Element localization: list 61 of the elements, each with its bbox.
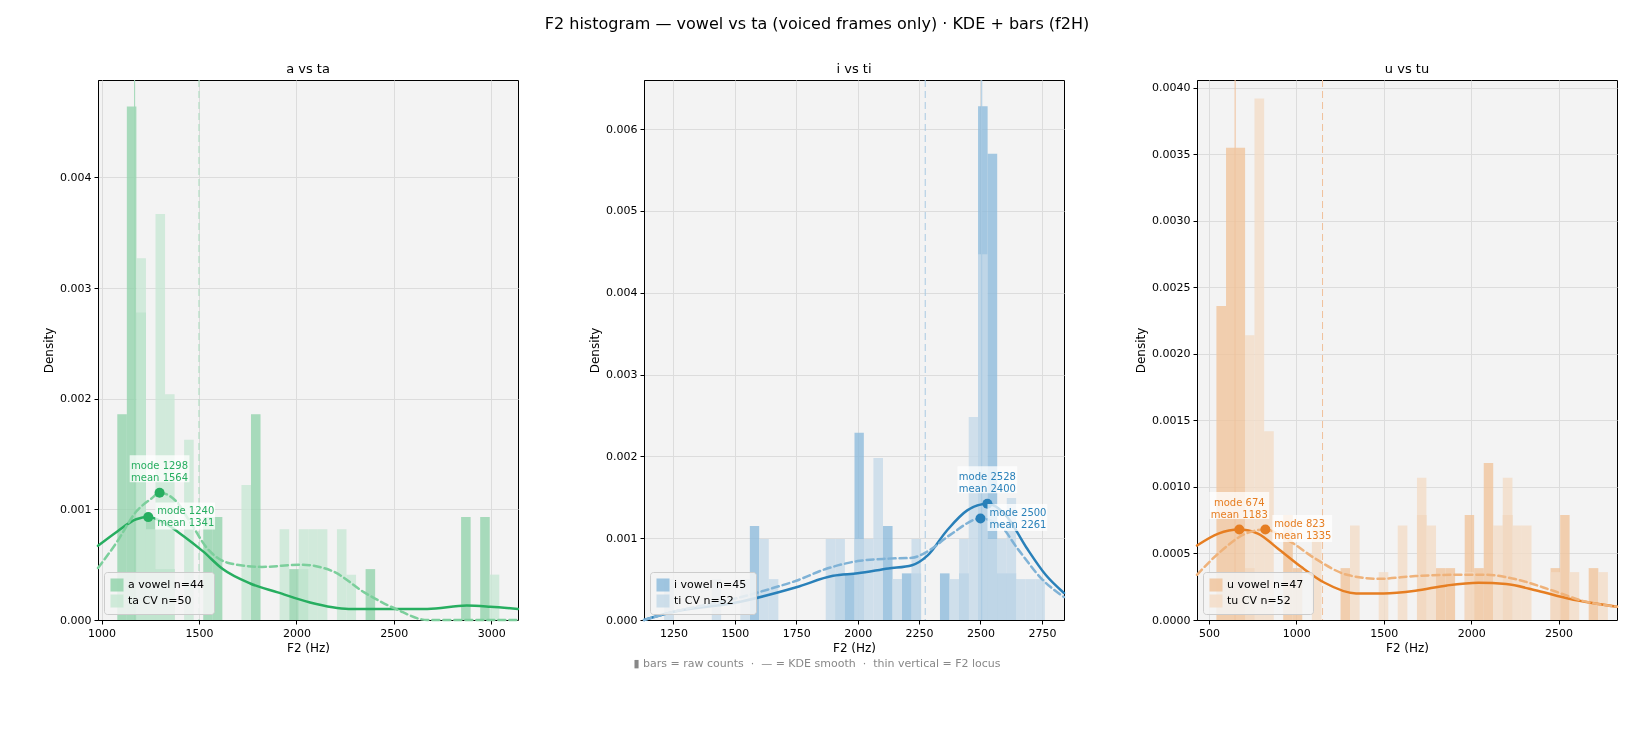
x-axis-title: F2 (Hz) <box>286 640 331 655</box>
x-tick-label: 1500 <box>185 626 214 640</box>
legend-label: tu CV n=52 <box>1227 594 1291 607</box>
annotation: mode 674 mean 1183 <box>1210 496 1268 520</box>
x-tick-label: 1000 <box>1282 626 1311 640</box>
y-tick-label: 0.0030 <box>1152 214 1191 228</box>
y-tick-label: 0.0010 <box>1152 480 1191 494</box>
y-tick-label: 0.000 <box>606 613 638 627</box>
y-tick-label: 0.0040 <box>1152 81 1191 95</box>
y-tick-label: 0.0035 <box>1152 147 1191 161</box>
text: ▮ bars = raw counts · — = KDE smooth · thin vertical = F2 locus <box>632 657 1002 670</box>
y-tick-label: 0.004 <box>606 286 638 300</box>
y-tick-label: 0.0005 <box>1152 547 1191 560</box>
x-axis-title: F2 (Hz) <box>832 640 877 655</box>
y-tick-label: 0.003 <box>60 281 92 295</box>
y-tick-label: 0.001 <box>606 531 638 545</box>
x-tick-label: 3000 <box>477 626 506 640</box>
legend-label: i vowel n=45 <box>674 578 747 591</box>
x-tick-label: 1500 <box>1370 626 1399 640</box>
y-axis-title: Density <box>1134 327 1149 374</box>
x-tick-label: 2500 <box>966 626 995 640</box>
x-tick-label: 2750 <box>1028 626 1057 640</box>
y-axis-title: Density <box>42 327 57 374</box>
y-tick-label: 0.003 <box>606 368 638 382</box>
y-tick-label: 0.004 <box>60 170 92 184</box>
annotation: mode 1298 mean 1564 <box>131 459 189 483</box>
y-tick-label: 0.001 <box>60 502 92 516</box>
text: F2 histogram — vowel vs ta (voiced frames only) · KDE + bars (f2H) <box>543 13 1091 35</box>
x-tick-label: 2500 <box>1545 626 1574 640</box>
y-tick-label: 0.002 <box>606 449 638 463</box>
y-tick-label: 0.005 <box>606 204 638 218</box>
x-tick-label: 2000 <box>282 626 311 640</box>
annotation: mode 823 mean 1335 <box>1274 517 1332 541</box>
y-tick-label: 0.002 <box>60 392 92 406</box>
legend-label: ti CV n=52 <box>674 594 734 607</box>
x-tick-label: 2000 <box>1457 626 1486 640</box>
chart-title: i vs ti <box>836 60 872 76</box>
y-tick-label: 0.0025 <box>1152 280 1191 294</box>
y-axis-title: Density <box>588 327 603 374</box>
y-tick-label: 0.0020 <box>1152 347 1191 361</box>
x-tick-label: 1500 <box>721 626 750 640</box>
x-tick-label: 1000 <box>88 626 117 640</box>
legend-label: a vowel n=44 <box>128 578 204 591</box>
x-tick-label: 1750 <box>782 626 811 640</box>
y-tick-label: 0.006 <box>606 122 638 136</box>
annotation: mode 2528 mean 2400 <box>958 470 1016 494</box>
x-axis-title: F2 (Hz) <box>1385 640 1430 655</box>
x-tick-label: 2000 <box>844 626 873 640</box>
chart-title: a vs ta <box>286 60 330 76</box>
y-tick-label: 0.000 <box>60 613 92 627</box>
annotation: mode 1240 mean 1341 <box>157 505 215 529</box>
y-tick-label: 0.0000 <box>1152 613 1191 627</box>
x-tick-label: 1250 <box>659 626 688 640</box>
y-tick-label: 0.0015 <box>1152 413 1191 427</box>
legend-label: u vowel n=47 <box>1227 578 1304 591</box>
x-tick-label: 500 <box>1198 626 1220 640</box>
x-tick-label: 2250 <box>905 626 934 640</box>
annotation: mode 2500 mean 2261 <box>989 506 1047 530</box>
chart-title: u vs tu <box>1384 60 1430 76</box>
legend-label: ta CV n=50 <box>128 594 192 607</box>
x-tick-label: 2500 <box>380 626 409 640</box>
